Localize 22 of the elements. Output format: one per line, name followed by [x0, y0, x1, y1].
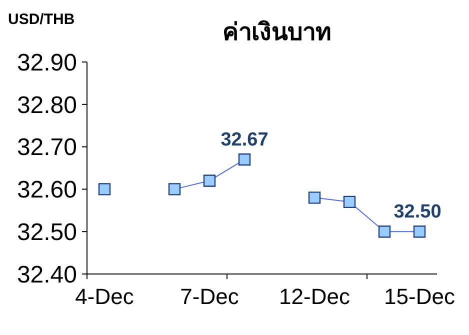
- chart-title: ค่าเงินบาท: [222, 19, 332, 46]
- y-axis-title: USD/THB: [8, 11, 75, 28]
- data-label: 32.50: [394, 202, 442, 223]
- x-tick-label: 12-Dec: [279, 284, 350, 309]
- point: [343, 196, 356, 208]
- x-tick-label: 7-Dec: [180, 284, 239, 309]
- point: [413, 226, 426, 238]
- y-tick-label: 32.40: [16, 261, 77, 288]
- y-tick-label: 32.60: [16, 176, 77, 204]
- x-tick-label: 15-Dec: [384, 284, 455, 309]
- y-tick-label: 32.70: [16, 134, 77, 162]
- y-tick-label: 32.50: [16, 219, 77, 246]
- data-label: 32.67: [220, 130, 268, 151]
- point: [308, 192, 321, 204]
- x-tick-label: 4-Dec: [75, 284, 134, 309]
- point: [98, 183, 111, 196]
- point: [378, 226, 391, 238]
- y-tick-label: 32.80: [16, 92, 77, 119]
- point: [168, 183, 181, 196]
- y-tick-label: 32.90: [16, 49, 77, 76]
- point: [238, 153, 251, 166]
- point: [203, 174, 216, 187]
